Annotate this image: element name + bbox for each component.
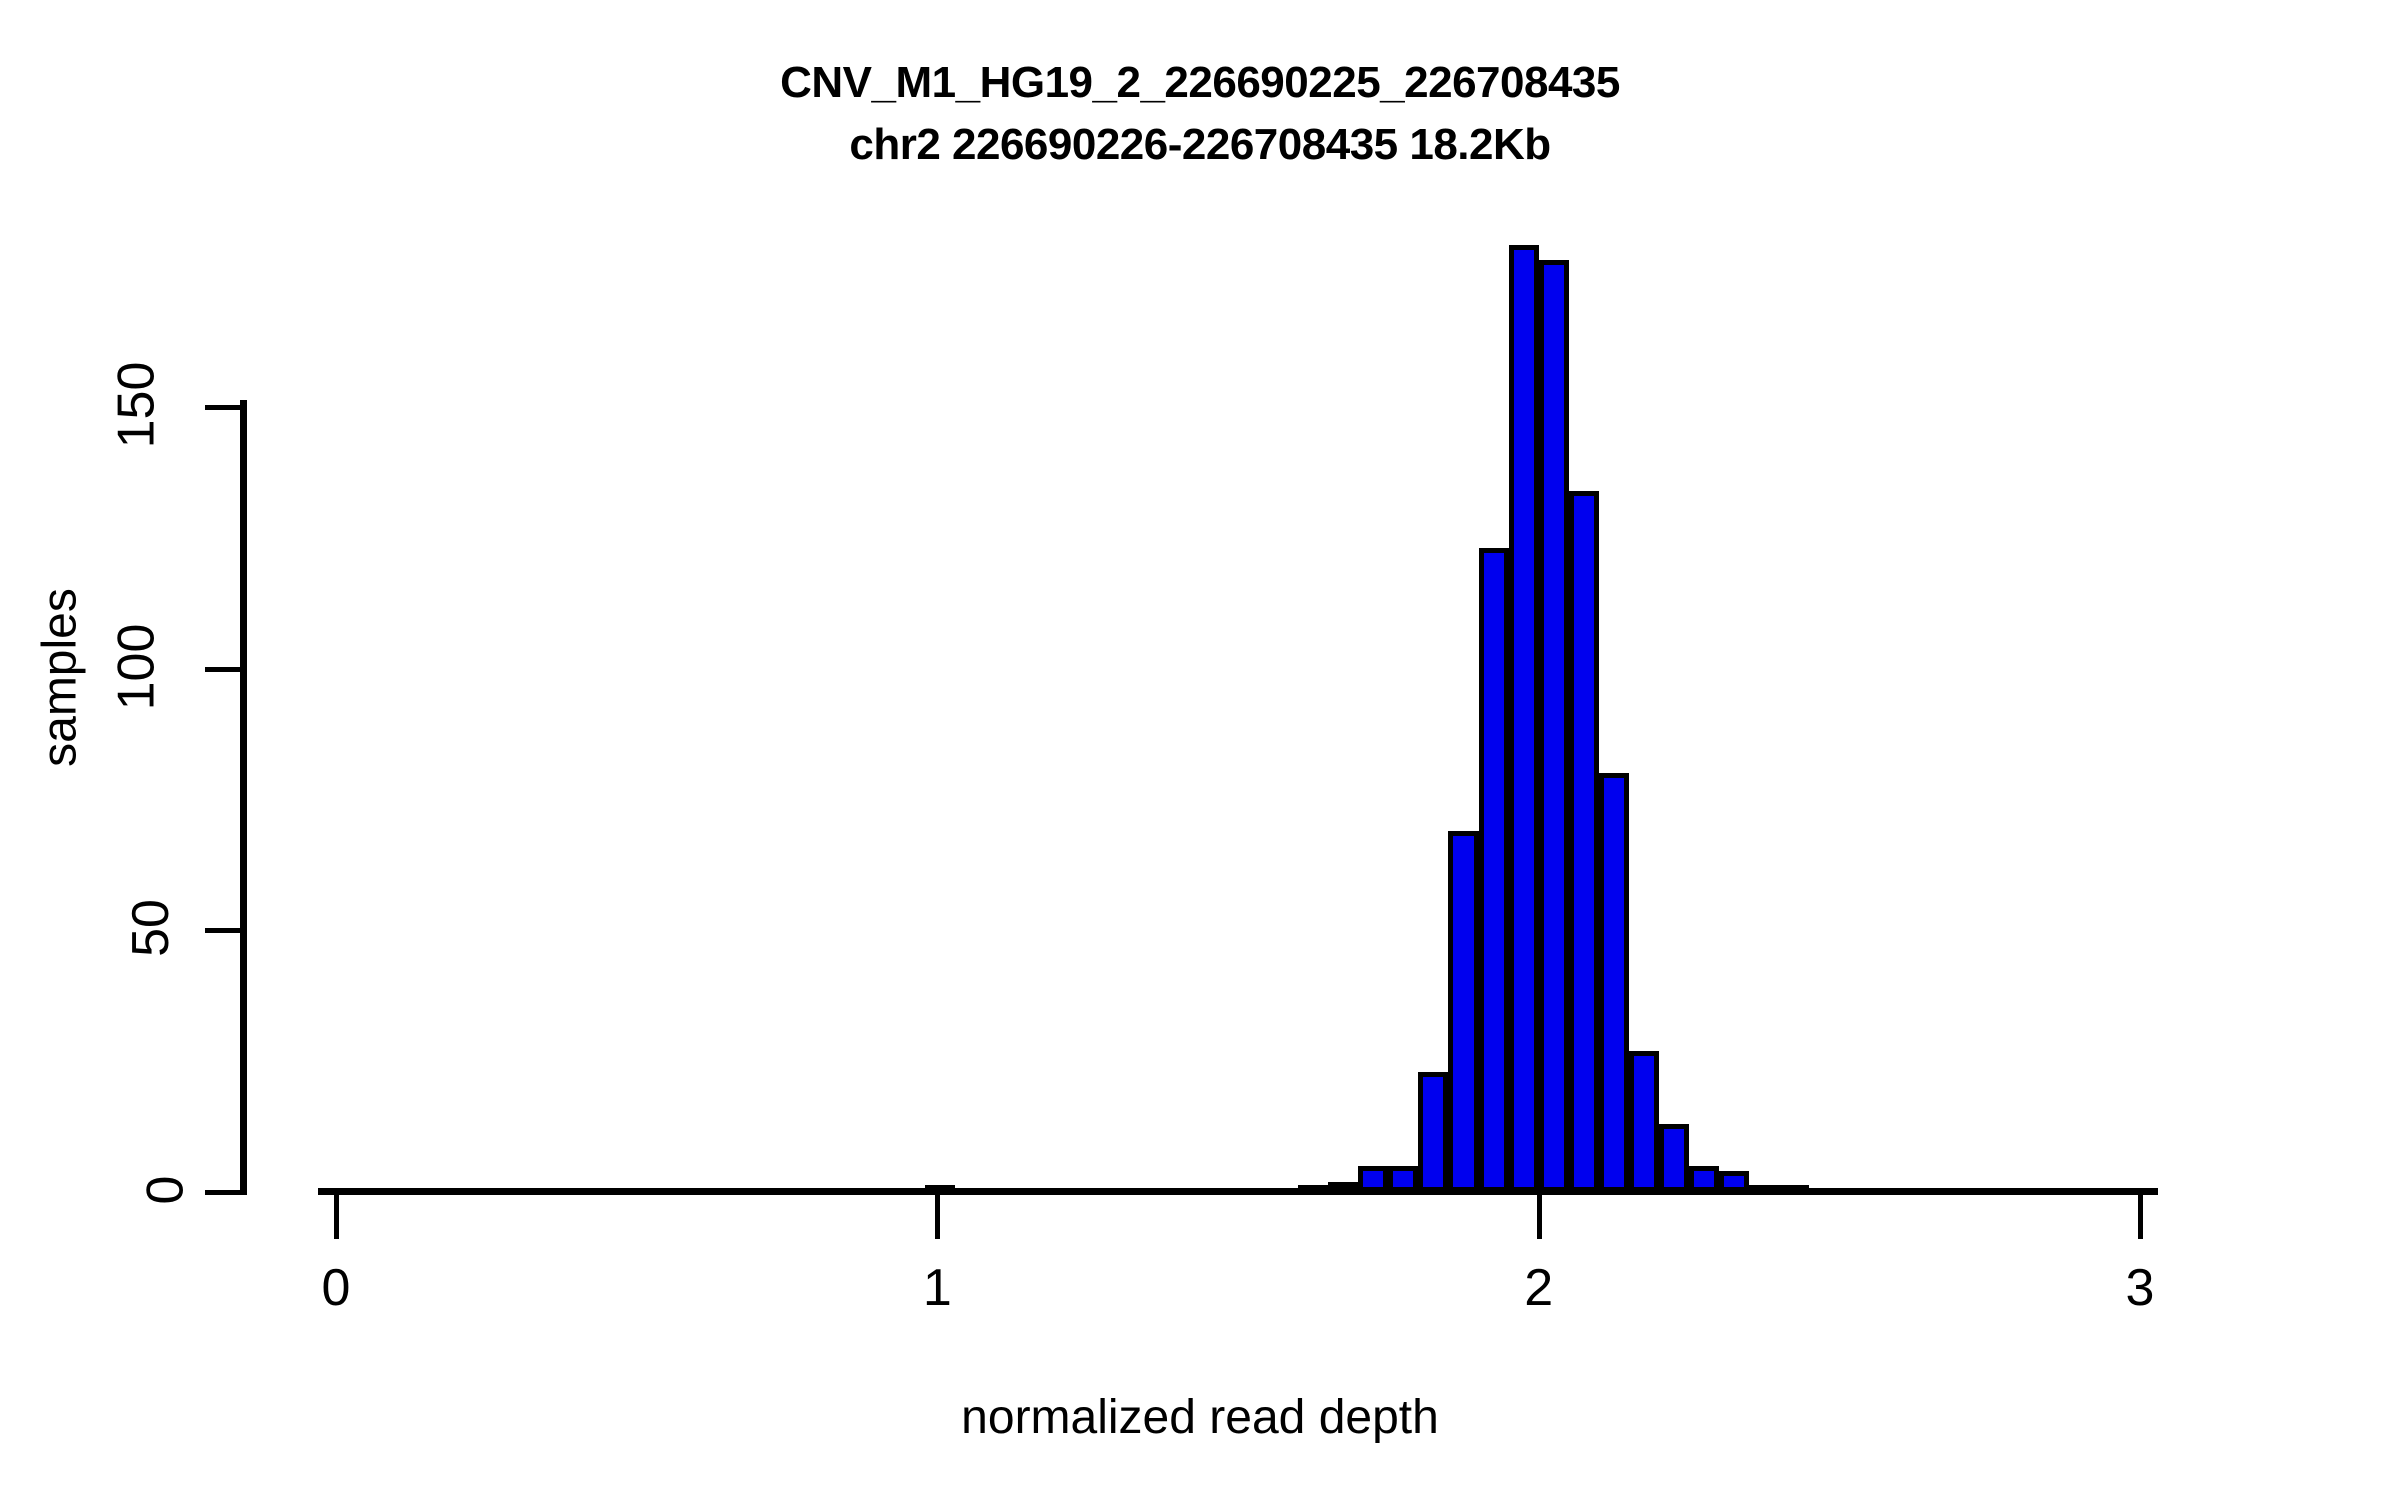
y-axis-tick [205, 666, 243, 672]
x-axis-title: normalized read depth [961, 1391, 1439, 1444]
x-axis-tick [1536, 1195, 1542, 1239]
x-axis-tick [2138, 1195, 2143, 1239]
chart-title: CNV_M1_HG19_2_226690225_226708435 chr2 2… [0, 52, 2400, 176]
histogram-bar [1628, 1050, 1659, 1192]
histogram-bar [1568, 490, 1599, 1192]
histogram-bar [1598, 773, 1629, 1192]
histogram-bar [1478, 548, 1509, 1192]
histogram-bar [1448, 830, 1479, 1192]
y-axis-title: samples [33, 588, 87, 767]
x-axis-line [318, 1188, 2158, 1195]
histogram-bar [1508, 244, 1539, 1192]
y-axis-tick-label: 0 [136, 1175, 195, 1205]
y-axis-tick [205, 1190, 243, 1195]
histogram-bar [1538, 260, 1569, 1192]
y-axis-tick-label: 100 [107, 623, 166, 711]
x-axis-tick-label: 0 [321, 1259, 351, 1317]
chart-title-line-1: CNV_M1_HG19_2_226690225_226708435 [780, 58, 1620, 107]
y-axis-tick [205, 928, 243, 934]
x-axis-tick-label: 1 [922, 1259, 952, 1317]
y-axis-tick-label: 50 [122, 899, 181, 958]
chart-title-line-2: chr2 226690226-226708435 18.2Kb [849, 120, 1551, 169]
y-axis-tick [205, 405, 243, 410]
x-axis-tick-label: 2 [1524, 1259, 1554, 1317]
x-axis-tick [935, 1195, 941, 1239]
y-axis-line [240, 400, 247, 1195]
histogram-bar [1658, 1123, 1689, 1192]
x-axis-tick [334, 1195, 339, 1239]
y-axis-tick-label: 150 [107, 361, 166, 449]
x-axis-tick-label: 3 [2125, 1259, 2155, 1317]
histogram-bar [1418, 1071, 1449, 1192]
